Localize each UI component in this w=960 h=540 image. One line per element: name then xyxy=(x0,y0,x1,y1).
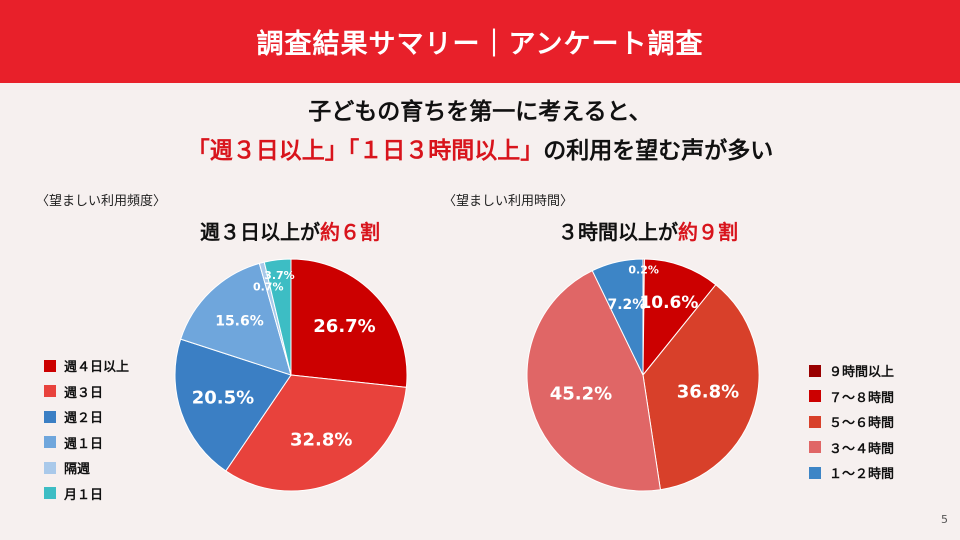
legend-label: ７～８時間 xyxy=(829,390,895,406)
legend-label: 隔週 xyxy=(64,462,91,478)
page-header: 調査結果サマリー｜アンケート調査 xyxy=(0,0,960,83)
pie-slice-3 xyxy=(642,283,760,491)
legend-label: 週３日 xyxy=(64,385,104,401)
chart-1-pie: 26.7% 32.8% 20.5% 15.6% 0.7%3.7% xyxy=(174,258,408,492)
chart-1-title: 週３日以上が約６割 xyxy=(150,216,430,245)
pie-slice-1 xyxy=(290,258,408,388)
legend-item: １～２時間 xyxy=(809,460,894,486)
legend-label: ５～６時間 xyxy=(829,416,895,432)
data-label-1: 26.7% xyxy=(313,316,375,337)
pie-slice-2 xyxy=(225,374,407,492)
data-label-6: 3.7% xyxy=(264,269,295,282)
legend-item: 月１日 xyxy=(44,481,129,507)
legend-label: ９時間以上 xyxy=(829,365,895,381)
legend-label: 週４日以上 xyxy=(64,360,130,376)
legend-item: ７～８時間 xyxy=(809,384,894,410)
chart-2-title: ３時間以上が約９割 xyxy=(508,216,788,245)
legend-swatch xyxy=(44,436,56,449)
chart-2-subtitle: 〈望ましい利用時間〉 xyxy=(443,194,574,209)
legend-item: 週３日 xyxy=(44,379,129,405)
data-label-2: 32.8% xyxy=(290,429,352,450)
headline-text-2: の利用を望む声が多い xyxy=(543,138,774,164)
data-label-1: 0.2% xyxy=(628,264,659,277)
legend-item: ５～６時間 xyxy=(809,409,894,435)
legend-swatch xyxy=(44,359,56,372)
data-label-3: 36.8% xyxy=(677,382,739,403)
data-label-2: 10.6% xyxy=(639,293,698,313)
pie-slice-6 xyxy=(263,258,292,376)
legend-label: 週１日 xyxy=(64,436,104,452)
chart-2-title-highlight: 約９割 xyxy=(678,220,738,244)
page-number: 5 xyxy=(941,513,948,526)
pie-slice-3 xyxy=(174,338,292,472)
legend-item: ３～４時間 xyxy=(809,435,894,461)
legend-swatch xyxy=(809,390,821,403)
data-label-3: 20.5% xyxy=(192,387,254,408)
legend-swatch xyxy=(44,385,56,398)
pie-slice-4 xyxy=(526,270,661,492)
legend-swatch xyxy=(44,461,56,474)
pie-slice-2 xyxy=(642,258,717,377)
chart-1-title-prefix: 週３日以上が xyxy=(200,220,320,244)
legend-swatch xyxy=(44,410,56,423)
headline-text-1: 子どもの育ちを第一に考えると、 xyxy=(308,99,652,125)
chart-2-title-prefix: ３時間以上が xyxy=(558,220,678,244)
data-label-5: 0.7% xyxy=(253,280,284,293)
legend-swatch xyxy=(809,364,821,377)
chart-2-legend: ９時間以上 ７～８時間 ５～６時間 ３～４時間 １～２時間 xyxy=(809,358,894,486)
legend-swatch xyxy=(809,441,821,454)
legend-item: 週２日 xyxy=(44,404,129,430)
chart-1-title-highlight: 約６割 xyxy=(320,220,380,244)
pie-slice-4 xyxy=(180,262,292,376)
legend-swatch xyxy=(809,415,821,428)
chart-1-legend: 週４日以上週３日週２日週１日隔週月１日 xyxy=(44,353,129,506)
chart-1-subtitle: 〈望ましい利用頻度〉 xyxy=(36,194,167,209)
pie-slice-5 xyxy=(591,258,644,376)
data-label-4: 15.6% xyxy=(215,314,264,330)
legend-swatch xyxy=(44,487,56,500)
legend-label: ３～４時間 xyxy=(829,441,895,457)
legend-item: 週１日 xyxy=(44,430,129,456)
legend-item: 隔週 xyxy=(44,455,129,481)
legend-swatch xyxy=(809,466,821,479)
data-label-5: 7.2% xyxy=(607,297,646,313)
legend-label: １～２時間 xyxy=(829,467,895,483)
legend-item: ９時間以上 xyxy=(809,358,894,384)
legend-label: 月１日 xyxy=(64,487,104,503)
headline-line-2: 「週３日以上」「１日３時間以上」の利用を望む声が多い xyxy=(0,131,960,165)
data-label-4: 45.2% xyxy=(550,383,612,404)
headline-line-1: 子どもの育ちを第一に考えると、 xyxy=(0,92,960,126)
page-title: 調査結果サマリー｜アンケート調査 xyxy=(256,29,704,60)
legend-item: 週４日以上 xyxy=(44,353,129,379)
legend-label: 週２日 xyxy=(64,411,104,427)
chart-2-pie: 0.2% 10.6% 36.8% 45.2% 7.2% xyxy=(526,258,760,492)
headline-highlight: 「週３日以上」「１日３時間以上」 xyxy=(186,138,544,164)
